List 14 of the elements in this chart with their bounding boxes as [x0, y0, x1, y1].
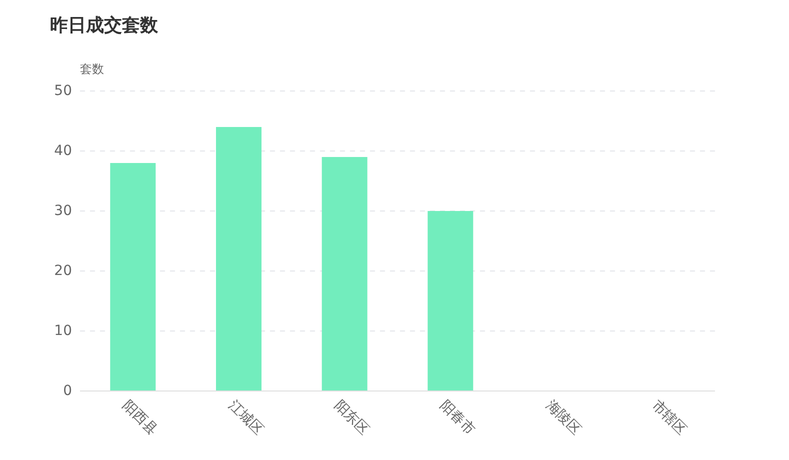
xtick: 阳西县 — [119, 397, 160, 438]
ytick: 40 — [54, 143, 72, 159]
xtick: 阳春市 — [436, 397, 478, 438]
ytick: 30 — [54, 203, 72, 219]
title: 昨日成交套数 — [50, 15, 158, 36]
xtick: 江城区 — [225, 397, 266, 438]
xtick: 海陵区 — [542, 397, 584, 438]
ylabel: 套数 — [80, 62, 104, 76]
ytick: 20 — [54, 263, 72, 279]
xtick: 阳东区 — [330, 397, 372, 438]
ytick: 50 — [54, 83, 72, 99]
xtick: 市辖区 — [648, 397, 690, 438]
ytick: 0 — [63, 383, 72, 399]
ytick: 10 — [54, 323, 72, 339]
